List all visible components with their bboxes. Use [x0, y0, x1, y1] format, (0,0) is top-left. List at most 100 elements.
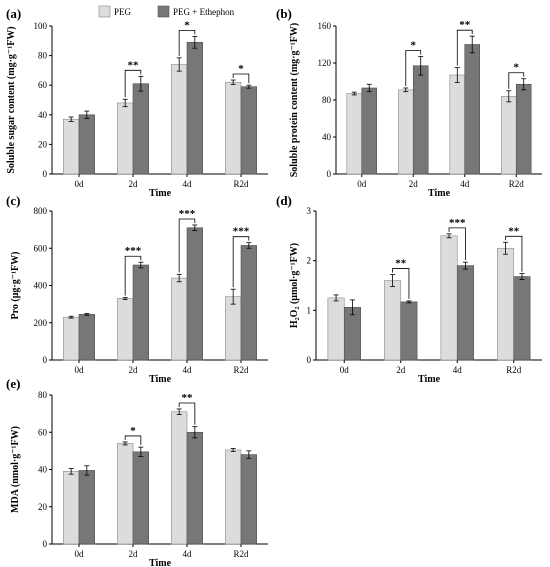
- bar-peg-ethephon-0d: [361, 87, 377, 175]
- x-tick-label-2d: 2d: [396, 365, 406, 375]
- bar-peg-ethephon-r2d: [515, 83, 532, 175]
- x-axis-title: Time: [149, 374, 172, 385]
- y-tick-label: 400: [34, 281, 48, 291]
- significance-bracket-4d: [448, 227, 466, 261]
- y-tick-label: 40: [322, 132, 332, 142]
- significance-label-2d: *: [130, 425, 136, 437]
- significance-label-4d: **: [182, 392, 194, 404]
- y-tick-label: 20: [38, 139, 48, 149]
- bar-peg-0d: [327, 297, 345, 361]
- x-tick-label-2d: 2d: [129, 365, 139, 375]
- panel-label: (d): [276, 193, 292, 208]
- significance-label-4d: **: [459, 19, 471, 31]
- y-tick-label: 0: [43, 169, 48, 179]
- legend-swatch-peg: [98, 5, 111, 18]
- x-tick-label-0d: 0d: [75, 549, 85, 559]
- significance-bracket-r2d: [508, 72, 525, 89]
- y-axis-title: MDA (nmol·g⁻¹FW): [10, 426, 21, 513]
- y-tick-label: 60: [38, 427, 48, 437]
- y-tick-label: 120: [318, 58, 332, 68]
- bar-peg-2d: [398, 89, 414, 175]
- x-tick-label-2d: 2d: [129, 179, 139, 189]
- legend-swatch-peg-ethephon: [157, 5, 170, 18]
- chart-panel-b: (b) 0 40 80 120 160 Soluble protein content (m…: [276, 6, 542, 199]
- y-tick-label: 0: [307, 355, 312, 365]
- panel-label: (b): [276, 6, 292, 21]
- significance-bracket-r2d: [232, 236, 250, 288]
- bar-peg-0d: [63, 118, 80, 175]
- bar-peg-4d: [171, 277, 188, 361]
- significance-label-2d: ***: [125, 245, 142, 257]
- chart-panel-a: (a) 0 20 40 60 80 100 Soluble sugar content (mg…: [6, 6, 268, 199]
- bar-peg-ethephon-4d: [186, 227, 203, 361]
- bar-peg-2d: [384, 280, 402, 361]
- y-tick-label: 600: [34, 243, 48, 253]
- significance-label-r2d: ***: [233, 226, 250, 238]
- x-axis-title: Time: [418, 374, 441, 385]
- bar-peg-ethephon-r2d: [240, 245, 257, 361]
- bar-peg-0d: [346, 93, 363, 175]
- bar-peg-0d: [63, 316, 80, 361]
- bar-peg-r2d: [225, 296, 242, 361]
- significance-bracket-4d: [178, 218, 196, 273]
- bar-peg-4d: [171, 411, 188, 545]
- y-tick-label: 80: [322, 95, 332, 105]
- significance-label-r2d: *: [514, 62, 520, 74]
- significance-bracket-r2d: [232, 73, 250, 84]
- significance-label-2d: *: [411, 40, 417, 52]
- x-tick-label-4d: 4d: [460, 179, 470, 189]
- x-tick-label-r2d: R2d: [509, 179, 525, 189]
- y-tick-label: 2: [307, 256, 312, 266]
- bar-peg-ethephon-0d: [78, 470, 95, 545]
- x-tick-label-4d: 4d: [183, 549, 193, 559]
- legend-label-peg: PEG: [114, 7, 132, 17]
- significance-bracket-2d: [124, 69, 142, 98]
- bar-peg-ethephon-2d: [400, 301, 418, 361]
- bar-peg-ethephon-2d: [412, 65, 429, 175]
- significance-bracket-2d: [124, 435, 142, 446]
- x-tick-label-r2d: R2d: [506, 365, 522, 375]
- y-tick-label: 40: [38, 465, 48, 475]
- bar-peg-ethephon-0d: [343, 307, 361, 361]
- panel-label: (e): [6, 376, 20, 391]
- significance-label-4d: *: [184, 19, 190, 31]
- bar-peg-ethephon-0d: [78, 114, 95, 175]
- bar-peg-ethephon-2d: [132, 83, 149, 175]
- chart-panel-c: (c) 0 200 400 600 800 Pro (μg·g⁻¹FW) Time 0d 2d **…: [6, 193, 268, 385]
- x-tick-label-2d: 2d: [129, 549, 139, 559]
- bar-peg-r2d: [225, 449, 242, 545]
- y-tick-label: 80: [38, 51, 48, 61]
- bar-peg-0d: [63, 471, 80, 545]
- significance-label-r2d: **: [508, 225, 520, 237]
- legend-label-peg-ethephon: PEG + Ethephon: [173, 7, 235, 17]
- bar-peg-ethephon-4d: [186, 41, 203, 175]
- x-axis-title: Time: [149, 188, 172, 199]
- chart-panel-d: (d) 0 1 2 3 H₂O₂ (μmol·g⁻¹FW) Time 0d 2d ** 4d *** R…: [276, 193, 542, 385]
- y-tick-label: 20: [38, 502, 48, 512]
- y-axis-title: H₂O₂ (μmol·g⁻¹FW): [289, 243, 300, 328]
- y-tick-label: 0: [43, 355, 48, 365]
- y-tick-label: 800: [34, 206, 48, 216]
- bar-peg-ethephon-2d: [132, 451, 149, 545]
- y-tick-label: 40: [38, 110, 48, 120]
- bar-peg-2d: [117, 298, 134, 361]
- bar-peg-ethephon-r2d: [240, 86, 257, 175]
- panel-label: (c): [6, 193, 20, 208]
- bar-peg-ethephon-4d: [464, 44, 480, 175]
- significance-bracket-4d: [178, 29, 196, 56]
- y-tick-label: 160: [318, 21, 332, 31]
- x-tick-label-r2d: R2d: [233, 549, 249, 559]
- x-tick-label-2d: 2d: [409, 179, 419, 189]
- x-tick-label-r2d: R2d: [233, 365, 249, 375]
- x-tick-label-4d: 4d: [183, 365, 193, 375]
- bar-peg-ethephon-4d: [186, 431, 203, 545]
- significance-label-2d: **: [128, 59, 140, 71]
- x-tick-label-4d: 4d: [453, 365, 463, 375]
- significance-bracket-4d: [456, 29, 473, 66]
- significance-bracket-4d: [178, 402, 196, 425]
- x-tick-label-0d: 0d: [340, 365, 350, 375]
- significance-label-r2d: *: [238, 63, 244, 75]
- legend: PEG PEG + Ethephon: [98, 5, 235, 18]
- y-tick-label: 80: [38, 390, 48, 400]
